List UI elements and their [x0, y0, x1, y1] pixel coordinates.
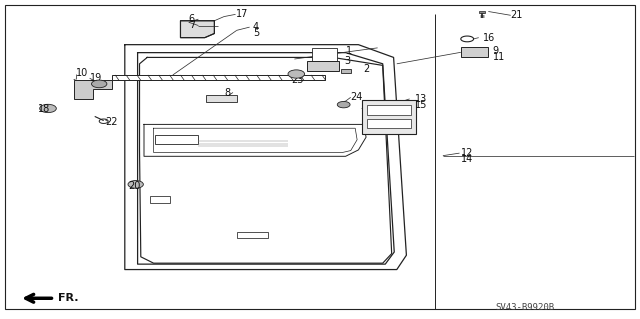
Circle shape — [40, 104, 56, 113]
Bar — [479, 11, 485, 13]
Bar — [461, 47, 488, 57]
Text: 21: 21 — [511, 10, 523, 20]
Text: 18: 18 — [38, 104, 51, 114]
Bar — [112, 75, 325, 80]
Bar — [362, 100, 416, 134]
Text: 9: 9 — [493, 46, 499, 56]
Text: 3: 3 — [344, 56, 351, 66]
Text: 23: 23 — [291, 75, 303, 85]
Text: 24: 24 — [351, 92, 363, 102]
Text: FR.: FR. — [58, 293, 78, 303]
Text: 11: 11 — [493, 52, 505, 63]
Text: 10: 10 — [76, 68, 88, 78]
Circle shape — [128, 181, 143, 188]
Circle shape — [337, 101, 350, 108]
Text: 12: 12 — [461, 148, 473, 158]
Text: 7: 7 — [189, 20, 195, 30]
Circle shape — [288, 70, 305, 78]
Bar — [312, 48, 337, 61]
Text: 6: 6 — [189, 14, 195, 24]
Text: 16: 16 — [483, 33, 495, 43]
Circle shape — [92, 80, 107, 88]
Text: 8: 8 — [224, 87, 230, 98]
Text: SV43-B9920B: SV43-B9920B — [495, 303, 554, 312]
Text: 19: 19 — [90, 73, 102, 83]
Bar — [206, 95, 237, 102]
Bar — [307, 61, 339, 71]
Polygon shape — [74, 80, 112, 99]
Bar — [237, 232, 268, 238]
Text: 2: 2 — [364, 63, 370, 74]
Text: 5: 5 — [253, 27, 259, 38]
Text: 20: 20 — [128, 181, 140, 191]
Text: 1: 1 — [346, 46, 352, 56]
Text: 17: 17 — [236, 9, 248, 19]
Bar — [150, 196, 170, 203]
Bar — [367, 119, 411, 128]
Text: 22: 22 — [106, 117, 118, 127]
Polygon shape — [180, 21, 214, 38]
Text: 14: 14 — [461, 154, 473, 164]
Bar — [155, 135, 198, 144]
Text: 15: 15 — [415, 100, 427, 110]
Text: 4: 4 — [253, 22, 259, 32]
Polygon shape — [341, 69, 351, 73]
Text: 13: 13 — [415, 94, 427, 104]
Bar — [367, 105, 411, 115]
